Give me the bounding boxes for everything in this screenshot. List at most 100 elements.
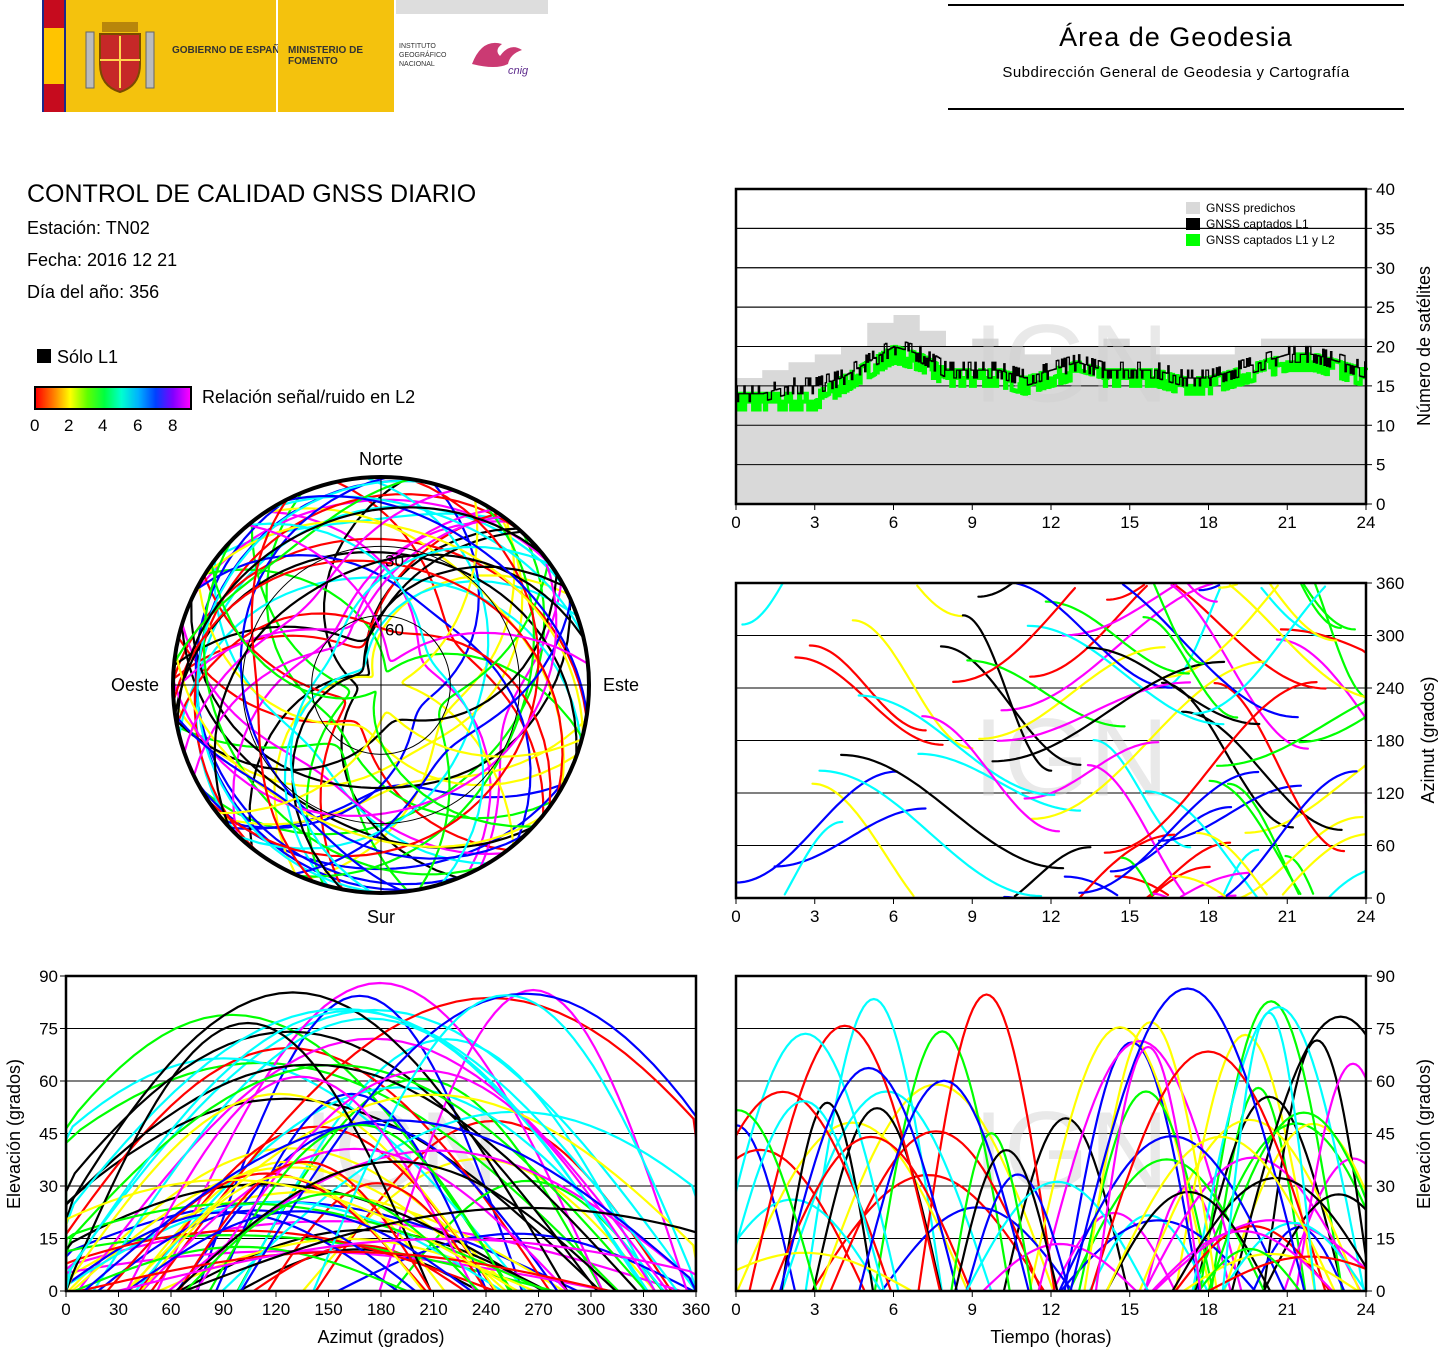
satellite-track: [736, 1198, 883, 1291]
satellite-track: [950, 1132, 1033, 1291]
report-title: CONTROL DE CALIDAD GNSS DIARIO: [27, 180, 477, 208]
cnig-logo-text: cnig: [508, 65, 529, 77]
x-tick-label: 9: [968, 907, 977, 926]
plot-frame: [734, 974, 1368, 1293]
x-tick-label: 12: [1042, 513, 1061, 532]
station-label: Estación: TN02: [27, 218, 150, 238]
satellite-track: [1191, 1005, 1365, 1291]
x-tick-label: 3: [810, 1300, 819, 1319]
satellite-track: [1279, 628, 1366, 707]
y-tick-label: 180: [1376, 732, 1404, 751]
satellite-track: [1210, 1086, 1307, 1291]
satellite-track: [811, 782, 915, 897]
satellite-track: [174, 1160, 617, 1291]
satellite-track: [401, 498, 515, 847]
satellite-track: [996, 681, 1192, 742]
satellite-track: [1186, 583, 1218, 603]
y-tick-label: 30: [39, 1177, 58, 1196]
satellite-track: [939, 645, 1082, 766]
satellite-track: [1044, 600, 1190, 675]
satellite-track: [66, 1013, 513, 1291]
satellite-track: [183, 1206, 696, 1291]
satellite-track: [66, 1182, 544, 1291]
satellite-track: [66, 1229, 496, 1291]
satellite-track: [1037, 1039, 1243, 1291]
x-tick-label: 3: [810, 513, 819, 532]
satellite-track: [1089, 1050, 1327, 1291]
x-tick-label: 0: [731, 513, 740, 532]
y-axis-label: Número de satélites: [1414, 266, 1434, 426]
y-tick-label: 60: [39, 1072, 58, 1091]
ign-watermark: IGN: [973, 697, 1169, 820]
x-tick-label: 15: [1120, 1300, 1139, 1319]
satellite-track: [196, 994, 524, 1291]
satellite-track: [116, 1237, 696, 1291]
satellite-track: [66, 1063, 647, 1291]
satellite-track: [954, 1149, 1059, 1291]
chart-legend: GNSS predichos GNSS captados L1 GNSS capta…: [1186, 201, 1335, 247]
satellite-track: [66, 1008, 696, 1291]
satellite-track: [1221, 1011, 1317, 1291]
y-tick-label: 35: [1376, 219, 1395, 238]
satellite-track: [173, 513, 524, 788]
y-tick-label: 10: [1376, 416, 1395, 435]
direction-west: Oeste: [111, 675, 159, 695]
x-tick-label: 330: [629, 1300, 657, 1319]
satellite-track: [1146, 841, 1232, 898]
satellite-track: [991, 660, 1226, 763]
satellite-track: [1281, 832, 1366, 896]
y-tick-label: 300: [1376, 627, 1404, 646]
x-tick-label: 180: [367, 1300, 395, 1319]
satellite-track: [1143, 1156, 1362, 1291]
satellite-track: [378, 988, 689, 1291]
x-tick-label: 6: [889, 513, 898, 532]
satellite-track: [857, 694, 1056, 796]
header-rule-bottom: [948, 108, 1404, 110]
satellite-track: [1151, 1230, 1334, 1291]
satellite-track: [810, 1173, 1046, 1291]
x-tick-label: 120: [262, 1300, 290, 1319]
satellite-track: [1069, 987, 1306, 1291]
satellite-track: [289, 545, 552, 893]
cnig-logo-icon: cnig: [472, 42, 529, 77]
satellite-track: [265, 491, 555, 820]
satellite-track: [1222, 770, 1358, 898]
satellite-track: [1269, 583, 1338, 642]
satellite-track: [106, 1172, 427, 1291]
snr-colorbar: [34, 386, 192, 410]
satellite-track: [66, 1007, 679, 1291]
satellite-track: [1170, 584, 1309, 750]
y-tick-label: 0: [1376, 889, 1385, 908]
satellite-track: [66, 1057, 527, 1291]
x-tick-label: 90: [214, 1300, 233, 1319]
satellite-track: [1298, 683, 1366, 744]
y-tick-label: 120: [1376, 784, 1404, 803]
y-tick-label: 15: [39, 1230, 58, 1249]
satellite-track: [193, 493, 520, 855]
plot-frame: [64, 974, 698, 1293]
satellite-track: [1230, 1015, 1366, 1291]
satellite-track: [1088, 1214, 1209, 1291]
y-tick-label: 75: [39, 1020, 58, 1039]
satellite-track: [66, 1200, 504, 1291]
satellite-track: [917, 752, 1082, 812]
y-tick-label: 5: [1376, 456, 1385, 475]
ministerio-logo-box: [278, 0, 394, 112]
satellite-track: [1228, 584, 1366, 701]
satellite-track: [240, 992, 696, 1291]
y-tick-label: 25: [1376, 298, 1395, 317]
satellite-track: [961, 614, 1053, 772]
gobierno-logo-text: GOBIERNO DE ESPAÑA: [172, 45, 287, 56]
satellite-track: [829, 1130, 1043, 1291]
area-subtitle: Subdirección General de Geodesia y Carto…: [1002, 64, 1350, 81]
satellite-track: [794, 656, 944, 746]
satellite-track: [247, 523, 589, 665]
satellite-track: [195, 553, 532, 844]
satellite-track: [213, 553, 585, 829]
satellite-track: [1198, 584, 1221, 592]
satellite-track: [76, 1037, 669, 1291]
satellite-track: [1061, 583, 1178, 637]
satellite-track: [202, 538, 482, 876]
satellite-track: [1120, 856, 1154, 897]
